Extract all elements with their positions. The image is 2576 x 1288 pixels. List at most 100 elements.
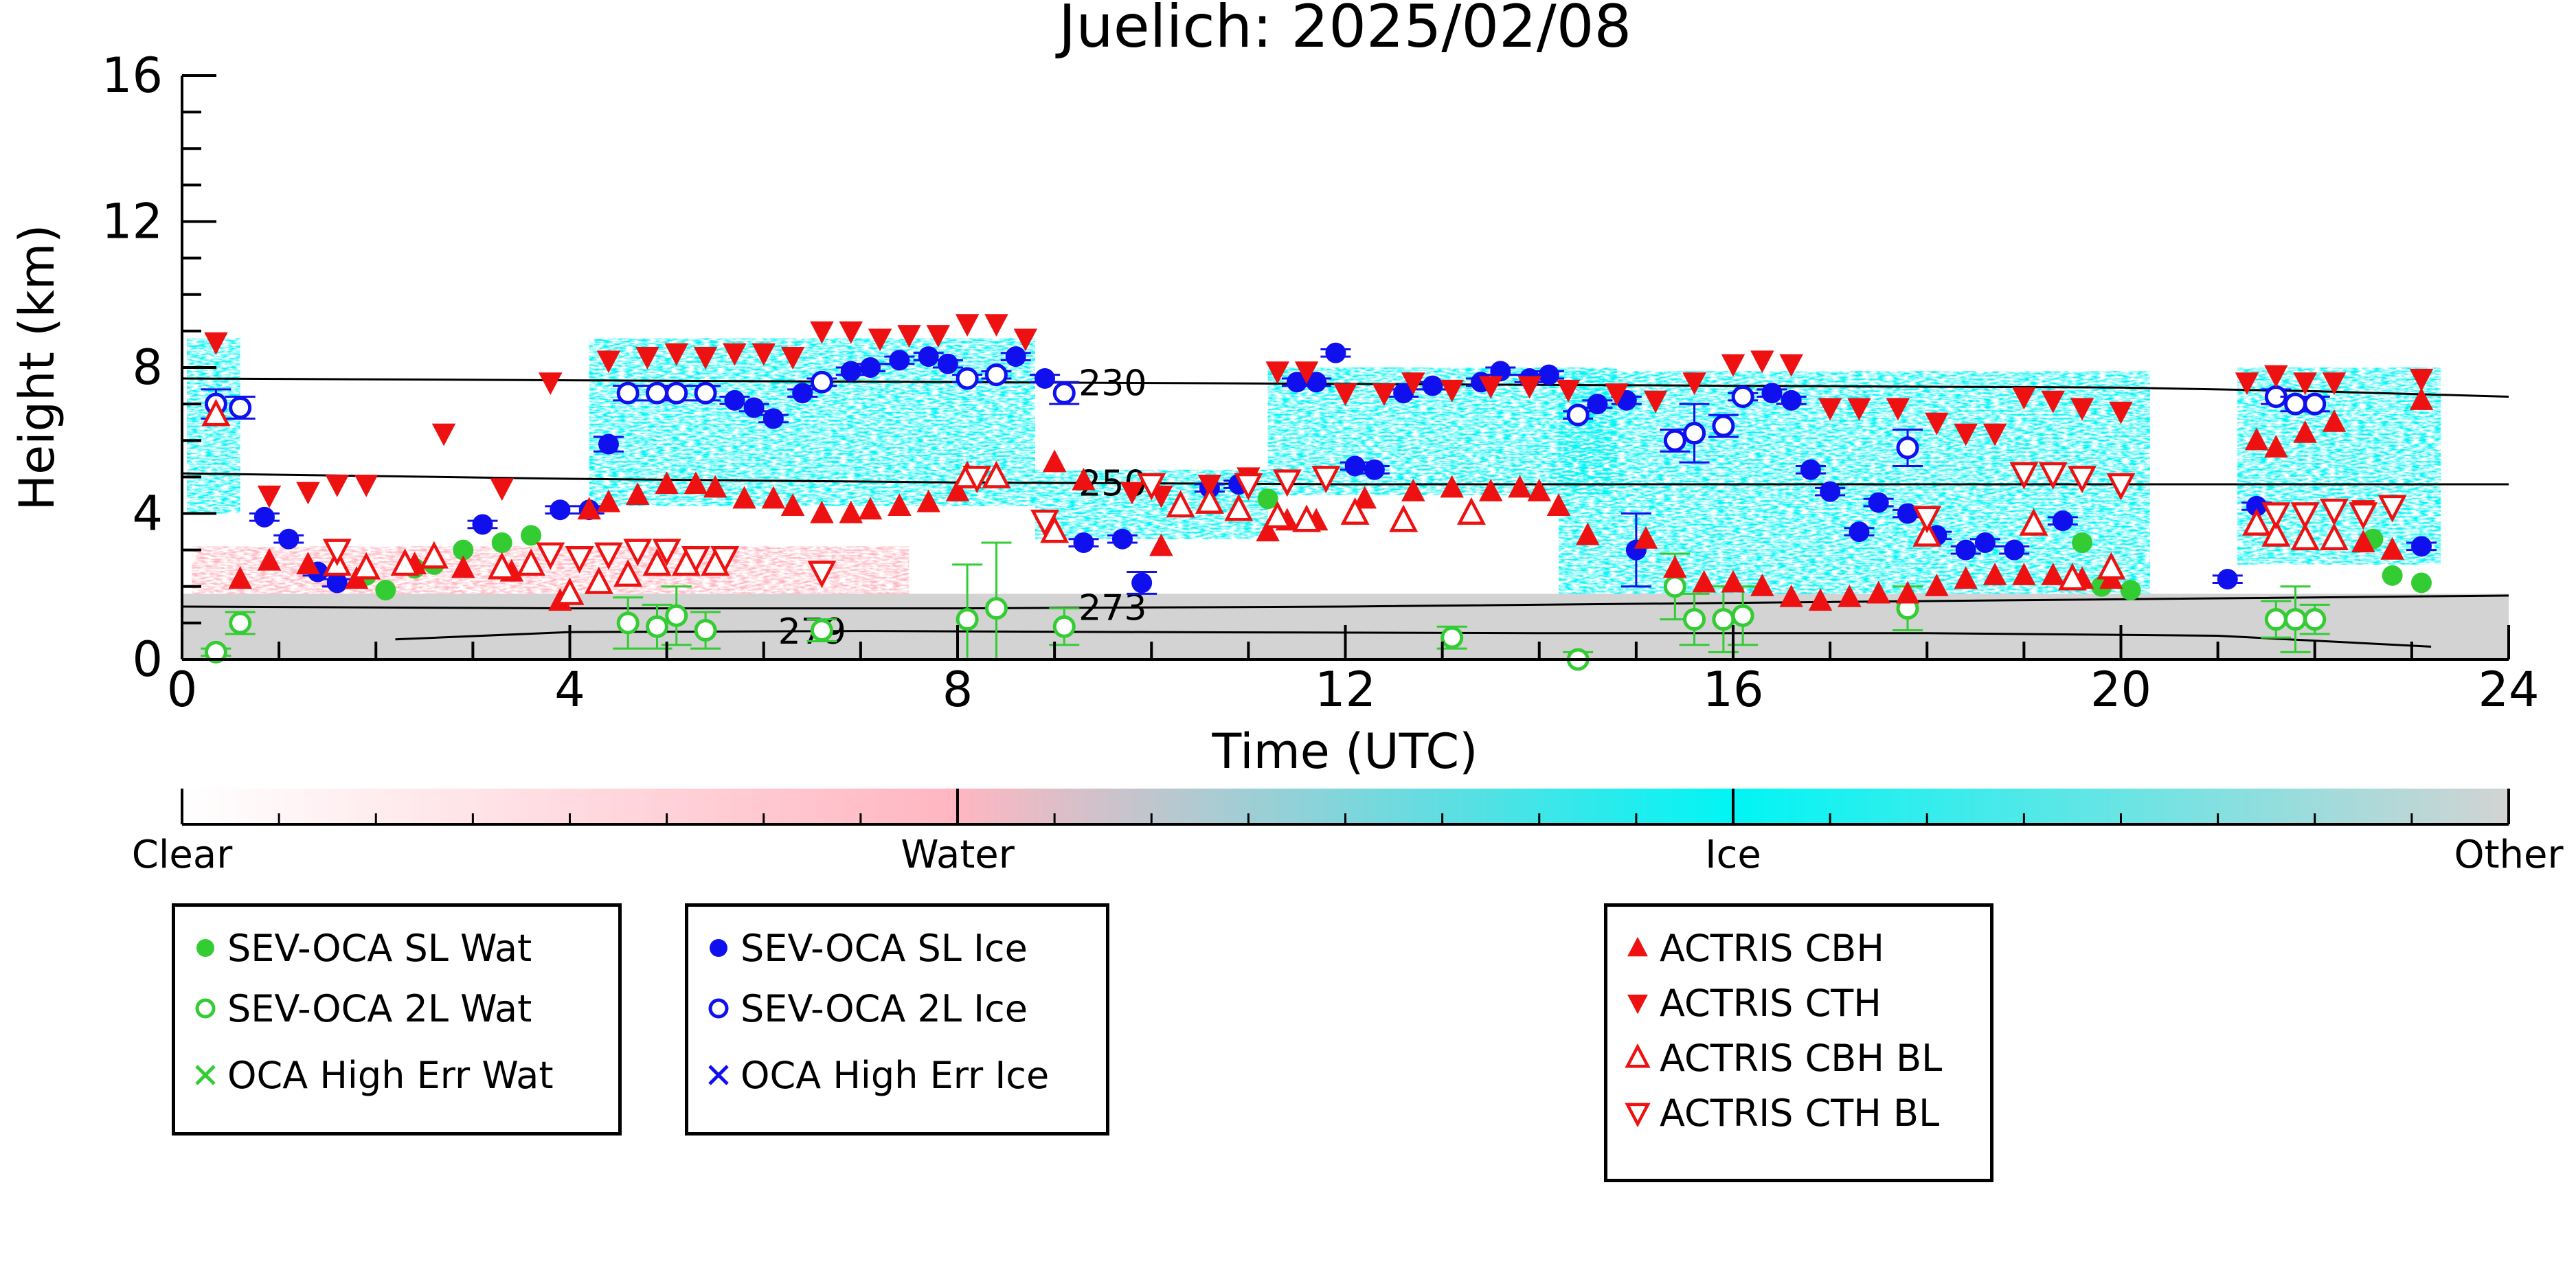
data-point bbox=[539, 372, 563, 395]
data-point bbox=[2052, 510, 2073, 532]
legend-marker-icon bbox=[196, 939, 214, 957]
data-point bbox=[1912, 506, 1942, 534]
data-point bbox=[2235, 372, 2259, 395]
legend-label: SEV-OCA 2L Wat bbox=[227, 986, 532, 1030]
data-point bbox=[431, 423, 456, 447]
data-point bbox=[810, 321, 834, 344]
data-point bbox=[984, 597, 1008, 620]
legend-label: OCA High Err Wat bbox=[227, 1053, 554, 1097]
data-point bbox=[1306, 372, 1327, 393]
data-point bbox=[1440, 379, 1464, 403]
data-point bbox=[683, 471, 708, 495]
data-point bbox=[1538, 364, 1559, 385]
legend-marker-icon bbox=[1627, 936, 1648, 957]
data-point bbox=[472, 514, 493, 535]
legend-item: ACTRIS CTH bbox=[1616, 982, 1882, 1025]
data-point bbox=[1779, 584, 1803, 607]
data-point bbox=[1896, 436, 1919, 460]
data-point bbox=[550, 499, 571, 521]
legend-marker bbox=[1627, 936, 1648, 957]
legend-item: SEV-OCA 2L Wat bbox=[183, 986, 532, 1030]
legend-label: SEV-OCA SL Ice bbox=[741, 926, 1028, 970]
legend-marker-icon bbox=[708, 1065, 729, 1085]
legend-item: OCA High Err Wat bbox=[183, 1053, 554, 1097]
data-point bbox=[1847, 398, 1871, 421]
data-point bbox=[635, 347, 659, 370]
data-point bbox=[665, 381, 688, 405]
data-point bbox=[326, 572, 348, 594]
legend-label: OCA High Err Ice bbox=[741, 1053, 1050, 1097]
contour-label-230: 230 bbox=[1078, 363, 1146, 404]
data-point bbox=[1682, 372, 1706, 395]
data-point bbox=[652, 539, 681, 567]
data-point bbox=[2041, 563, 2065, 585]
data-point bbox=[1035, 368, 1056, 389]
legend-marker-icon bbox=[1625, 1103, 1651, 1128]
y-tick-label: 8 bbox=[132, 339, 163, 396]
data-point bbox=[955, 314, 980, 337]
data-point bbox=[1712, 414, 1735, 438]
data-point bbox=[1325, 342, 1346, 363]
data-point bbox=[1333, 383, 1357, 406]
data-point bbox=[1955, 539, 1976, 561]
data-point bbox=[1897, 503, 1919, 524]
data-point bbox=[1440, 626, 1464, 649]
y-tick-label: 0 bbox=[132, 631, 163, 688]
legend-marker bbox=[708, 1065, 729, 1085]
data-point bbox=[577, 497, 601, 520]
data-point bbox=[2120, 580, 2141, 601]
legend-marker bbox=[1625, 1043, 1651, 1068]
data-point bbox=[681, 545, 710, 574]
data-point bbox=[1712, 608, 1735, 631]
chart-title: Juelich: 2025/02/08 bbox=[1055, 0, 1631, 61]
data-point bbox=[1372, 383, 1397, 406]
data-point bbox=[228, 566, 252, 589]
data-point bbox=[1692, 569, 1716, 593]
data-point bbox=[897, 325, 921, 348]
data-point bbox=[752, 343, 776, 366]
series-actris-cbh-bl bbox=[201, 398, 2349, 605]
data-point bbox=[1005, 346, 1026, 368]
data-point bbox=[2303, 608, 2327, 631]
data-point bbox=[1982, 423, 2007, 447]
data-point bbox=[703, 475, 727, 498]
data-point bbox=[1256, 519, 1280, 542]
data-point bbox=[807, 561, 837, 589]
data-point bbox=[762, 408, 784, 429]
data-point bbox=[1393, 383, 1414, 404]
data-point bbox=[2322, 409, 2347, 432]
data-point bbox=[859, 357, 881, 378]
data-point bbox=[761, 486, 786, 509]
data-point bbox=[1683, 422, 1706, 445]
data-point bbox=[419, 541, 449, 569]
colorbar-label: Clear bbox=[132, 833, 233, 877]
data-point bbox=[1866, 580, 1890, 604]
data-point bbox=[916, 489, 940, 512]
data-point bbox=[1643, 390, 1668, 414]
data-point bbox=[2246, 495, 2268, 517]
series-actris-cth-bl bbox=[322, 462, 2407, 589]
data-point bbox=[354, 474, 379, 497]
data-point bbox=[1954, 423, 1978, 447]
legend-item: OCA High Err Ice bbox=[697, 1053, 1050, 1097]
data-point bbox=[2409, 368, 2434, 392]
data-point bbox=[2109, 401, 2133, 425]
data-point bbox=[1587, 394, 1608, 415]
data-point bbox=[536, 542, 565, 570]
data-point bbox=[2009, 462, 2039, 490]
colorbar-label: Water bbox=[901, 833, 1015, 877]
data-point bbox=[1761, 383, 1783, 404]
data-point bbox=[616, 611, 640, 635]
data-point bbox=[1478, 376, 1503, 399]
data-point bbox=[598, 433, 619, 455]
data-point bbox=[1052, 381, 1076, 405]
data-point bbox=[1750, 574, 1774, 596]
x-tick-label: 16 bbox=[1702, 662, 1763, 718]
data-point bbox=[956, 367, 979, 390]
legend-item: SEV-OCA SL Ice bbox=[697, 926, 1028, 970]
data-point bbox=[626, 482, 650, 505]
data-point bbox=[962, 466, 992, 493]
data-point bbox=[253, 506, 275, 528]
data-point bbox=[1912, 519, 1942, 547]
data-point bbox=[937, 353, 958, 374]
